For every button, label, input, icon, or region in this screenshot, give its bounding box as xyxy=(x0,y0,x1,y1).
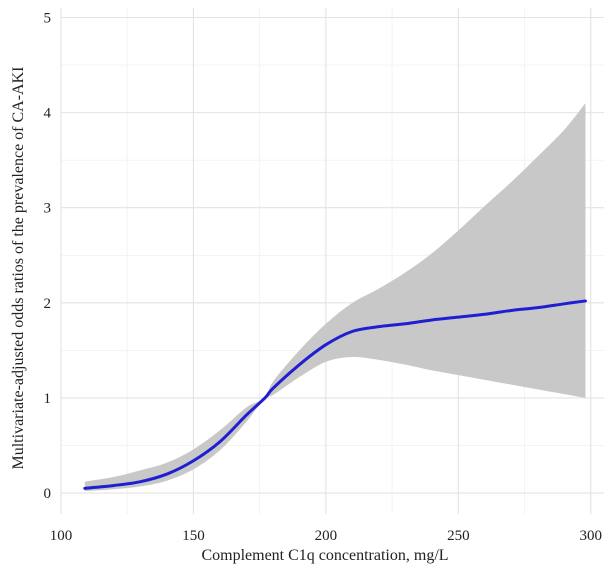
line-layer xyxy=(83,299,587,490)
y-tick-label: 1 xyxy=(44,391,52,407)
odds-ratio-line xyxy=(83,299,587,490)
x-tick-label: 300 xyxy=(580,528,603,544)
y-tick-label: 4 xyxy=(44,106,52,122)
x-tick-label: 250 xyxy=(447,528,470,544)
tick-label-layer: 100 150 200 250 300 0 1 2 3 4 5 xyxy=(44,11,603,544)
x-axis-title: Complement C1q concentration, mg/L xyxy=(201,547,448,564)
x-tick-label: 200 xyxy=(315,528,338,544)
y-tick-label: 5 xyxy=(44,11,52,27)
y-tick-label: 3 xyxy=(44,201,52,217)
x-tick-label: 150 xyxy=(182,528,205,544)
y-tick-label: 2 xyxy=(44,296,52,312)
x-tick-label: 100 xyxy=(50,528,73,544)
confidence-band xyxy=(84,103,586,492)
y-tick-label: 0 xyxy=(44,486,52,502)
y-axis-title: Multivariate-adjusted odds ratios of the… xyxy=(10,67,27,470)
confidence-band-layer xyxy=(84,103,586,492)
